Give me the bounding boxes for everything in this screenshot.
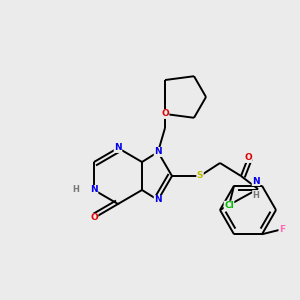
Text: F: F [279, 225, 285, 234]
Text: H: H [73, 185, 80, 194]
Text: N: N [154, 148, 162, 157]
Text: O: O [90, 214, 98, 223]
Text: O: O [161, 110, 169, 118]
Text: O: O [244, 154, 252, 163]
Text: N: N [90, 185, 98, 194]
Text: N: N [154, 196, 162, 205]
Text: N: N [252, 176, 260, 185]
Text: Cl: Cl [224, 201, 234, 210]
Text: S: S [197, 172, 203, 181]
Text: H: H [253, 190, 260, 200]
Text: N: N [114, 143, 122, 152]
